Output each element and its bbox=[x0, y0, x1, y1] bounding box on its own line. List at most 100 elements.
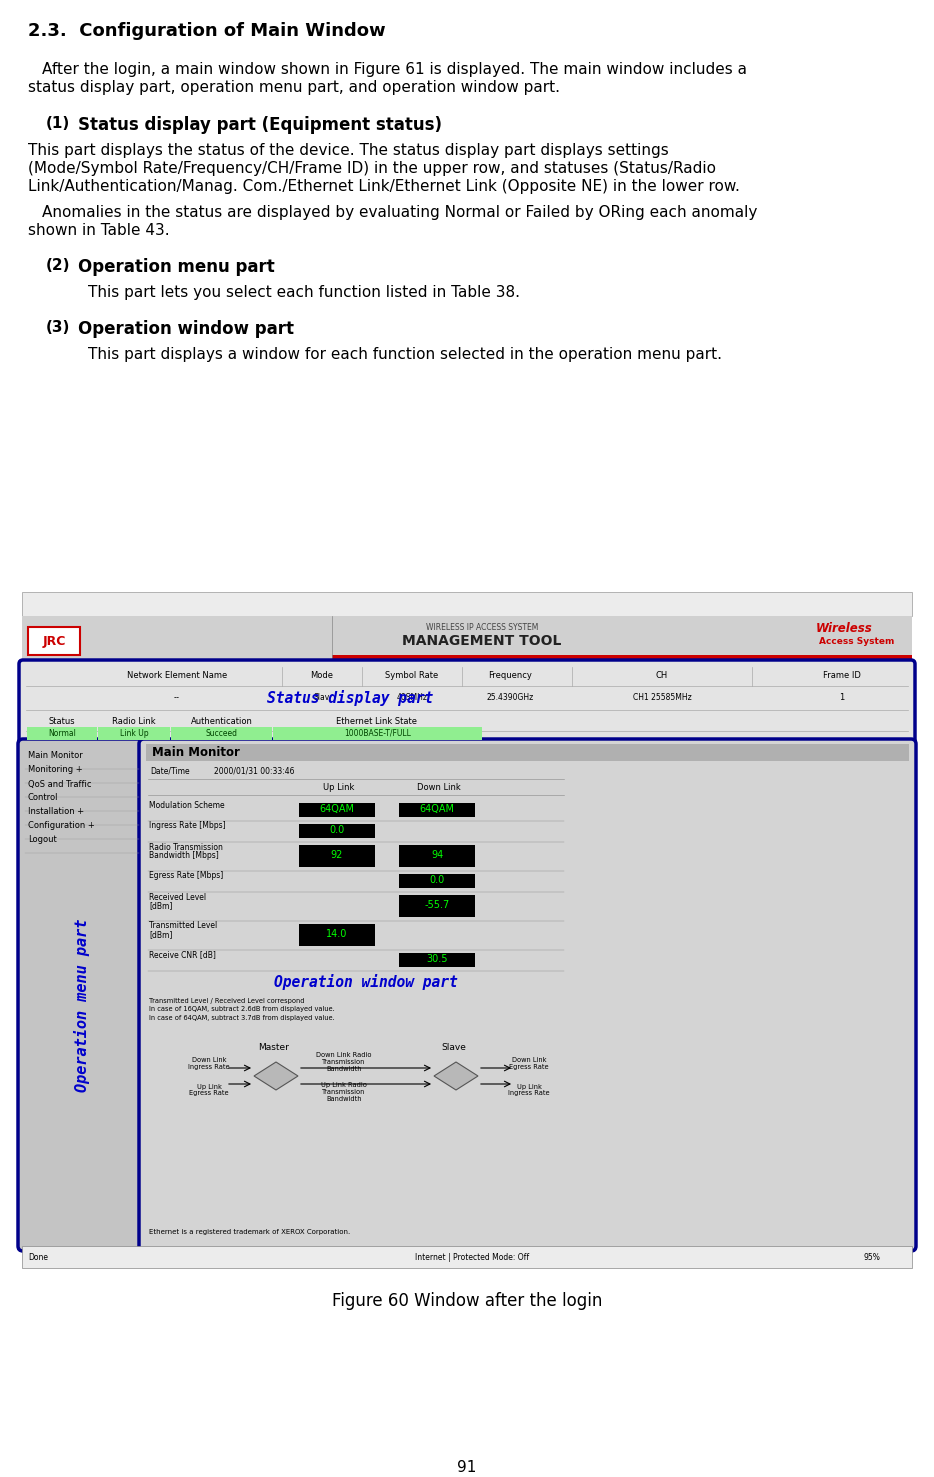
Text: Internet | Protected Mode: Off: Internet | Protected Mode: Off bbox=[415, 1252, 529, 1261]
Text: Slave: Slave bbox=[442, 1043, 466, 1053]
Text: Operation menu part: Operation menu part bbox=[74, 919, 90, 1092]
Text: Down Link
Ingress Rate: Down Link Ingress Rate bbox=[188, 1056, 230, 1069]
Text: Operation window part: Operation window part bbox=[78, 321, 294, 338]
Text: Control: Control bbox=[28, 793, 59, 802]
FancyBboxPatch shape bbox=[28, 628, 80, 654]
Text: Master: Master bbox=[259, 1043, 290, 1053]
Text: Succeed: Succeed bbox=[205, 730, 237, 738]
Text: Bandwidth [Mbps]: Bandwidth [Mbps] bbox=[149, 852, 219, 861]
Bar bbox=[332, 654, 912, 662]
Text: Operation window part: Operation window part bbox=[274, 973, 458, 990]
Bar bbox=[273, 727, 482, 740]
Polygon shape bbox=[434, 1062, 478, 1090]
Bar bbox=[98, 727, 170, 740]
Text: 94: 94 bbox=[431, 849, 443, 860]
Text: 1000BASE-T/FULL: 1000BASE-T/FULL bbox=[344, 730, 411, 738]
Bar bbox=[171, 727, 272, 740]
Text: Slav: Slav bbox=[314, 694, 330, 703]
Text: This part displays a window for each function selected in the operation menu par: This part displays a window for each fun… bbox=[88, 347, 722, 362]
Text: (1): (1) bbox=[46, 117, 70, 131]
Text: 14.0: 14.0 bbox=[326, 929, 347, 939]
Bar bbox=[399, 803, 475, 817]
Bar bbox=[399, 874, 475, 888]
Text: Access System: Access System bbox=[819, 638, 895, 647]
Text: Mode: Mode bbox=[310, 672, 333, 681]
Text: Date/Time: Date/Time bbox=[150, 767, 190, 775]
Text: Main Monitor: Main Monitor bbox=[152, 746, 240, 759]
Text: Ethernet Link State: Ethernet Link State bbox=[336, 716, 417, 725]
Text: Transmitted Level / Received Level correspond
In case of 16QAM, subtract 2.6dB f: Transmitted Level / Received Level corre… bbox=[149, 998, 334, 1021]
Text: -55.7: -55.7 bbox=[424, 899, 449, 910]
Text: [dBm]: [dBm] bbox=[149, 931, 173, 939]
Bar bbox=[399, 953, 475, 967]
Text: Installation +: Installation + bbox=[28, 808, 84, 817]
Text: 40SMHz: 40SMHz bbox=[397, 694, 428, 703]
Text: 2.3.  Configuration of Main Window: 2.3. Configuration of Main Window bbox=[28, 22, 386, 40]
Text: QoS and Traffic: QoS and Traffic bbox=[28, 780, 92, 789]
Text: Network Element Name: Network Element Name bbox=[127, 672, 227, 681]
Text: Configuration +: Configuration + bbox=[28, 821, 94, 830]
Text: [dBm]: [dBm] bbox=[149, 901, 173, 910]
Text: 25.4390GHz: 25.4390GHz bbox=[487, 694, 533, 703]
Text: (Mode/Symbol Rate/Frequency/CH/Frame ID) in the upper row, and statuses (Status/: (Mode/Symbol Rate/Frequency/CH/Frame ID)… bbox=[28, 161, 716, 176]
Text: 95%: 95% bbox=[864, 1252, 881, 1261]
Text: Up Link Radio
Transmission
Bandwidth: Up Link Radio Transmission Bandwidth bbox=[321, 1083, 367, 1102]
Text: Down Link
Egress Rate: Down Link Egress Rate bbox=[509, 1056, 549, 1069]
Text: (2): (2) bbox=[46, 258, 70, 273]
Text: Status: Status bbox=[49, 716, 76, 725]
Bar bbox=[22, 1247, 912, 1267]
Text: (3): (3) bbox=[46, 321, 70, 335]
Text: Wireless: Wireless bbox=[815, 622, 872, 635]
Text: CH: CH bbox=[656, 672, 668, 681]
Text: 0.0: 0.0 bbox=[430, 874, 445, 885]
Text: 2000/01/31 00:33:46: 2000/01/31 00:33:46 bbox=[214, 767, 294, 775]
FancyBboxPatch shape bbox=[19, 660, 915, 747]
Text: Status display part (Equipment status): Status display part (Equipment status) bbox=[78, 117, 442, 134]
Bar bbox=[399, 895, 475, 917]
Text: Link Up: Link Up bbox=[120, 730, 149, 738]
Bar bbox=[399, 845, 475, 867]
Text: Ethernet is a registered trademark of XEROX Corporation.: Ethernet is a registered trademark of XE… bbox=[149, 1229, 350, 1235]
Bar bbox=[27, 727, 97, 740]
Text: Figure 60 Window after the login: Figure 60 Window after the login bbox=[332, 1292, 602, 1310]
Text: --: -- bbox=[174, 694, 180, 703]
Text: 0.0: 0.0 bbox=[330, 826, 345, 835]
Text: 91: 91 bbox=[458, 1459, 476, 1476]
Text: Authentication: Authentication bbox=[191, 716, 253, 725]
Text: Frame ID: Frame ID bbox=[823, 672, 861, 681]
Bar bbox=[22, 616, 912, 665]
Text: 64QAM: 64QAM bbox=[419, 803, 455, 814]
Text: 1: 1 bbox=[840, 694, 844, 703]
Text: Ingress Rate [Mbps]: Ingress Rate [Mbps] bbox=[149, 821, 226, 830]
Bar bbox=[299, 925, 375, 945]
Text: Up Link
Egress Rate: Up Link Egress Rate bbox=[190, 1084, 229, 1096]
Text: MANAGEMENT TOOL: MANAGEMENT TOOL bbox=[403, 634, 561, 648]
Text: shown in Table 43.: shown in Table 43. bbox=[28, 223, 170, 238]
Text: This part lets you select each function listed in Table 38.: This part lets you select each function … bbox=[88, 285, 520, 300]
Text: Monitoring +: Monitoring + bbox=[28, 765, 82, 774]
Text: Receive CNR [dB]: Receive CNR [dB] bbox=[149, 951, 216, 960]
Text: 92: 92 bbox=[331, 849, 343, 860]
Text: Up Link
Ingress Rate: Up Link Ingress Rate bbox=[508, 1084, 550, 1096]
Text: Received Level: Received Level bbox=[149, 892, 206, 901]
Text: Anomalies in the status are displayed by evaluating Normal or Failed by ORing ea: Anomalies in the status are displayed by… bbox=[42, 205, 757, 220]
Polygon shape bbox=[254, 1062, 298, 1090]
Text: Egress Rate [Mbps]: Egress Rate [Mbps] bbox=[149, 871, 223, 880]
Text: Frequency: Frequency bbox=[488, 672, 532, 681]
Text: Operation menu part: Operation menu part bbox=[78, 258, 275, 276]
Text: Down Link Radio
Transmission
Bandwidth: Down Link Radio Transmission Bandwidth bbox=[317, 1052, 372, 1072]
Text: Link/Authentication/Manag. Com./Ethernet Link/Ethernet Link (Opposite NE) in the: Link/Authentication/Manag. Com./Ethernet… bbox=[28, 179, 740, 193]
Text: 30.5: 30.5 bbox=[426, 954, 447, 964]
Bar bbox=[299, 803, 375, 817]
Bar bbox=[299, 824, 375, 837]
Text: Transmitted Level: Transmitted Level bbox=[149, 922, 218, 931]
FancyBboxPatch shape bbox=[18, 738, 146, 1251]
Bar bbox=[22, 592, 912, 616]
Text: status display part, operation menu part, and operation window part.: status display part, operation menu part… bbox=[28, 80, 560, 95]
Text: Normal: Normal bbox=[48, 730, 76, 738]
Text: Logout: Logout bbox=[28, 836, 57, 845]
Text: Modulation Scheme: Modulation Scheme bbox=[149, 801, 224, 809]
Text: Status display part: Status display part bbox=[267, 690, 433, 706]
Text: 64QAM: 64QAM bbox=[319, 803, 355, 814]
Text: Radio Link: Radio Link bbox=[112, 716, 156, 725]
